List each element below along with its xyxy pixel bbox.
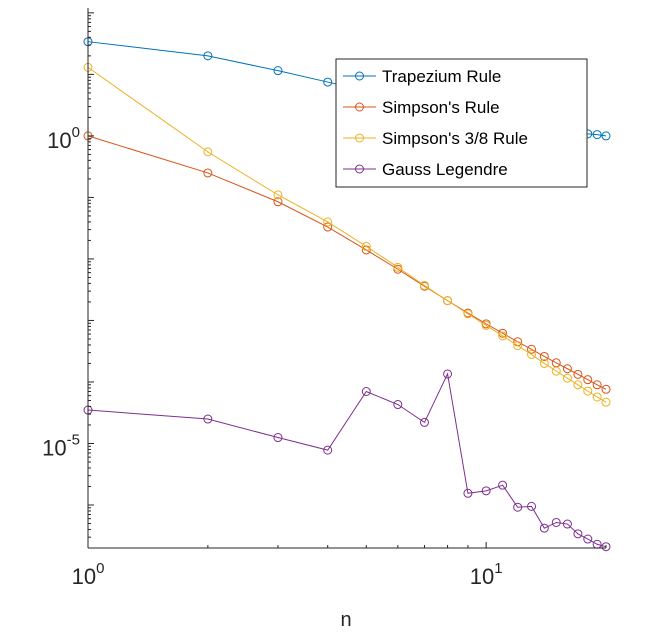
data-point (393, 262, 403, 272)
data-point (527, 501, 537, 511)
data-point (601, 384, 611, 394)
legend-label: Simpson's 3/8 Rule (382, 129, 528, 148)
data-point (323, 222, 333, 232)
data-point (361, 386, 371, 396)
data-point (443, 369, 453, 379)
data-point (601, 397, 611, 407)
data-point (393, 400, 403, 410)
legend-marker (355, 71, 364, 81)
y-tick-label: 100 (47, 124, 80, 153)
data-point (323, 217, 333, 227)
data-point (443, 296, 453, 306)
data-point (273, 197, 283, 207)
data-point (583, 386, 593, 396)
data-point (573, 369, 583, 379)
data-point (203, 414, 213, 424)
series-line-2 (87, 66, 607, 403)
data-point (573, 529, 583, 539)
legend-marker (355, 102, 364, 112)
legend-box (335, 58, 588, 188)
x-axis-label: n (340, 609, 351, 631)
data-point (601, 131, 611, 141)
data-point (419, 417, 429, 427)
legend-label: Trapezium Rule (382, 67, 501, 86)
data-point (539, 523, 549, 533)
data-point (527, 344, 537, 354)
data-point (601, 542, 611, 552)
data-point (203, 168, 213, 178)
data-point (562, 364, 572, 374)
data-point (323, 445, 333, 455)
data-point (203, 147, 213, 157)
data-point (273, 433, 283, 443)
data-point (539, 351, 549, 361)
data-point (551, 517, 561, 527)
series-line-1 (87, 135, 607, 390)
data-point (592, 392, 602, 402)
data-point (539, 358, 549, 368)
data-point (562, 519, 572, 529)
data-point (513, 341, 523, 351)
data-point (551, 366, 561, 376)
data-point (273, 66, 283, 76)
legend-label: Gauss Legendre (382, 160, 508, 179)
data-point (592, 380, 602, 390)
data-point (498, 331, 508, 341)
legend-marker (355, 133, 364, 143)
x-axis: 100 101 (72, 542, 607, 589)
data-point (481, 320, 491, 330)
data-point (481, 486, 491, 496)
data-point (273, 190, 283, 200)
data-point (513, 502, 523, 512)
y-axis: 100 10-5 (42, 8, 94, 549)
legend-marker (355, 164, 364, 174)
series-line-3 (87, 372, 607, 548)
data-point (463, 309, 473, 319)
data-point (463, 488, 473, 498)
data-point (323, 77, 333, 87)
data-point (592, 130, 602, 140)
data-point (361, 241, 371, 251)
legend-label: Simpson's Rule (382, 98, 500, 117)
data-point (562, 373, 572, 383)
data-point (573, 380, 583, 390)
x-tick-label: 101 (470, 560, 503, 589)
y-tick-label: 10-5 (42, 431, 80, 460)
data-point (203, 51, 213, 61)
legend: Trapezium Rule Simpson's Rule Simpson's 3/… (335, 58, 588, 188)
data-point (583, 534, 593, 544)
data-point (527, 349, 537, 359)
data-point (498, 480, 508, 490)
x-tick-label: 100 (72, 560, 105, 589)
data-point (419, 280, 429, 290)
data-point (583, 375, 593, 385)
